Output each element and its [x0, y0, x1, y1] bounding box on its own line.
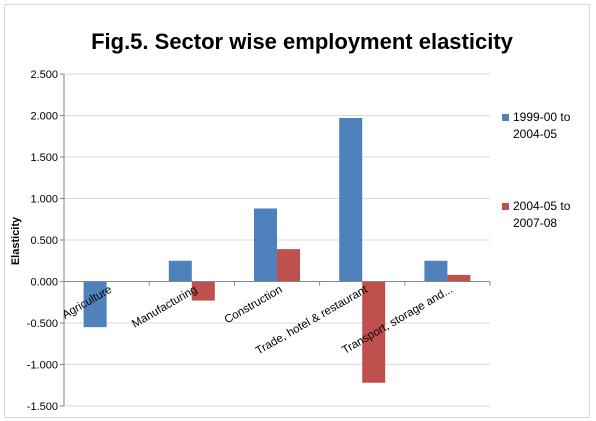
legend-label: 2004-05 to [513, 199, 571, 213]
y-tick-label: 1.500 [30, 152, 58, 164]
category-label: Construction [223, 284, 285, 327]
legend-label: 2007-08 [513, 216, 557, 230]
chart-title: Fig.5. Sector wise employment elasticity [91, 29, 514, 54]
bar [362, 281, 386, 383]
legend-label: 1999-00 to [513, 110, 571, 124]
bar [424, 260, 448, 282]
bars [83, 117, 471, 383]
legend-swatch [502, 203, 509, 210]
category-labels: Agriculture Manufacturing ConstructionTrad… [60, 283, 454, 357]
y-tick-label: -0.500 [27, 318, 58, 330]
axes [63, 74, 491, 406]
legend-label: 2004-05 [513, 127, 557, 141]
y-tick-label: -1.000 [27, 360, 58, 372]
y-tick-label: 0.500 [30, 235, 58, 247]
y-axis-label: Elasticity [10, 216, 22, 265]
bar [447, 274, 471, 282]
y-tick-labels: 2.500 2.000 1.500 1.000 0.500 0.000 -0.500 -1.0… [27, 69, 58, 413]
category-label: Manufacturing [130, 284, 199, 331]
bar [254, 208, 277, 282]
legend: 1999-00 to 2004-05 2004-05 to 2007-08 [502, 110, 571, 230]
y-tick-label: 1.000 [30, 194, 58, 206]
bar [168, 260, 192, 282]
y-tick-label: 2.000 [30, 111, 58, 123]
y-tick-label: 2.500 [30, 69, 58, 81]
bar [277, 249, 300, 282]
bar [83, 281, 107, 328]
y-tick-label: 0.000 [30, 277, 58, 289]
y-tick-label: -1.500 [27, 401, 58, 413]
legend-swatch [502, 114, 509, 121]
chart-frame [4, 4, 590, 418]
bar [191, 281, 215, 301]
bar [339, 117, 363, 282]
